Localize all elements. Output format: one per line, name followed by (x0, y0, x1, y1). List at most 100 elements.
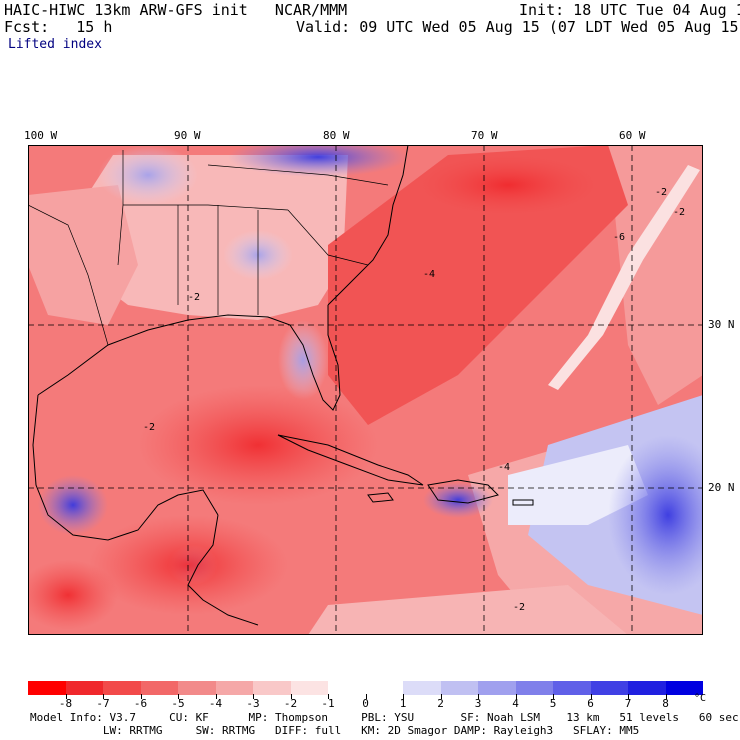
us-east-coast (327, 145, 409, 306)
colorbar-tick-label: 8 (662, 697, 669, 710)
colorbar-tick-label: -5 (171, 697, 185, 710)
lon-label-80w: 80 W (323, 129, 350, 142)
lon-label-100w: 100 W (24, 129, 58, 142)
contour-label: -2 (143, 422, 155, 433)
colorbar-tick-label: 0 (362, 697, 369, 710)
pink-zone-texas (28, 185, 138, 325)
hispaniola-coast (427, 479, 499, 504)
colorbar-tick-label: -1 (321, 697, 335, 710)
colorbar-tick (553, 694, 554, 699)
colorbar-swatch (290, 681, 328, 695)
colorbar-swatch (628, 681, 666, 695)
colorbar-tick-label: -7 (96, 697, 110, 710)
contour-label: -4 (498, 462, 510, 473)
puerto-rico-coast (512, 499, 534, 506)
blue-blob-hispaniola (423, 482, 493, 518)
us-state-border-2 (123, 204, 289, 211)
colorbar-swatch (103, 681, 141, 695)
cuba-coast (277, 434, 424, 486)
colorbar-tick (515, 694, 517, 699)
contour-label: -2 (188, 292, 200, 303)
field-name: Lifted index (8, 37, 102, 52)
contour-label: -4 (423, 269, 435, 280)
colorbar-tick (215, 694, 217, 699)
colorbar-tick (290, 694, 292, 699)
colorbar-tick (253, 694, 254, 699)
lon-label-70w: 70 W (471, 129, 498, 142)
colorbar-swatch (140, 681, 178, 695)
contour-label: -2 (673, 207, 685, 218)
colorbar-tick (478, 694, 479, 699)
colorbar-tick-label: -4 (208, 697, 223, 710)
contour-label: -6 (613, 232, 625, 243)
jamaica-coast (367, 492, 394, 503)
colorbar-tick-label: 5 (549, 697, 557, 710)
colorbar-tick (365, 694, 367, 699)
colorbar-tick-label: -8 (58, 697, 73, 710)
colorbar-tick (328, 694, 329, 699)
forecast-hour: Fcst: 15 h (4, 18, 113, 36)
colorbar-swatch (28, 681, 66, 695)
us-mexico-border (28, 204, 109, 346)
florida-coast (289, 305, 341, 411)
colorbar-swatch (403, 681, 441, 695)
red-blob-gulf (138, 385, 378, 505)
lon-label-90w: 90 W (174, 129, 201, 142)
colorbar-tick (403, 694, 404, 699)
colorbar-tick-label: 4 (512, 697, 519, 710)
colorbar (28, 681, 703, 695)
colorbar-swatch (515, 681, 553, 695)
colorbar-swatch (253, 681, 291, 695)
colorbar-swatch (665, 681, 703, 695)
colorbar-swatch (478, 681, 516, 695)
init-time: Init: 18 UTC Tue 04 Aug 15 (519, 1, 740, 19)
red-blob-southwest (28, 560, 118, 630)
colorbar-tick (140, 694, 142, 699)
pink-zone-south (308, 585, 628, 635)
colorbar-tick (628, 694, 629, 699)
model-title: HAIC-HIWC 13km ARW-GFS init NCAR/MMM (4, 1, 348, 19)
valid-time: Valid: 09 UTC Wed 05 Aug 15 (07 LDT Wed … (296, 18, 740, 36)
colorbar-tick-label: 2 (437, 697, 444, 710)
blue-blob-northeast (228, 145, 408, 177)
colorbar-tick (103, 694, 104, 699)
lat-label-20n: 20 N (708, 481, 735, 494)
blue-blob-plains (98, 145, 198, 205)
colorbar-swatch (215, 681, 253, 695)
colorbar-tick (65, 694, 67, 699)
colorbar-tick-label: 3 (474, 697, 482, 710)
colorbar-swatch (178, 681, 216, 695)
model-info-line1: Model Info: V3.7 CU: KF MP: Thompson PBL… (30, 711, 739, 724)
colorbar-tick-label: -3 (246, 697, 260, 710)
blue-blob-mexico (38, 475, 108, 535)
colorbar-swatch (328, 681, 366, 695)
colorbar-tick-label: -6 (133, 697, 148, 710)
colorbar-tick-label: 7 (624, 697, 632, 710)
latlon-grid (28, 145, 703, 635)
colorbar-tick (178, 694, 179, 699)
model-info-line2: LW: RRTMG SW: RRTMG DIFF: full KM: 2D Sm… (30, 724, 640, 737)
map-frame (28, 145, 703, 635)
colorbar-tick-label: 6 (587, 697, 594, 710)
colorbar-swatch (553, 681, 591, 695)
us-state-border-7 (207, 164, 389, 186)
lifted-index-map: -2 -4 -6 -2 -2 -4 -2 -2 (28, 145, 703, 635)
colorbar-tick (665, 694, 667, 699)
colorbar-swatch (65, 681, 103, 695)
contour-label: -2 (655, 187, 667, 198)
lat-label-30n: 30 N (708, 318, 735, 331)
political-borders (28, 150, 389, 346)
us-state-border-6 (287, 209, 369, 266)
colorbar-swatch (365, 681, 403, 695)
red-band-atlantic (328, 145, 628, 425)
colorbar-tick-label: 1 (399, 697, 407, 710)
colorbar-unit: °C (694, 693, 707, 704)
contour-label: -2 (513, 602, 525, 613)
mexico-coast (32, 394, 219, 541)
colorbar-tick (590, 694, 592, 699)
colorbar-tick-label: -2 (283, 697, 298, 710)
colorbar-swatch (440, 681, 478, 695)
colorbar-swatch (590, 681, 628, 695)
white-streak (548, 165, 700, 390)
colorbar-tick (440, 694, 442, 699)
